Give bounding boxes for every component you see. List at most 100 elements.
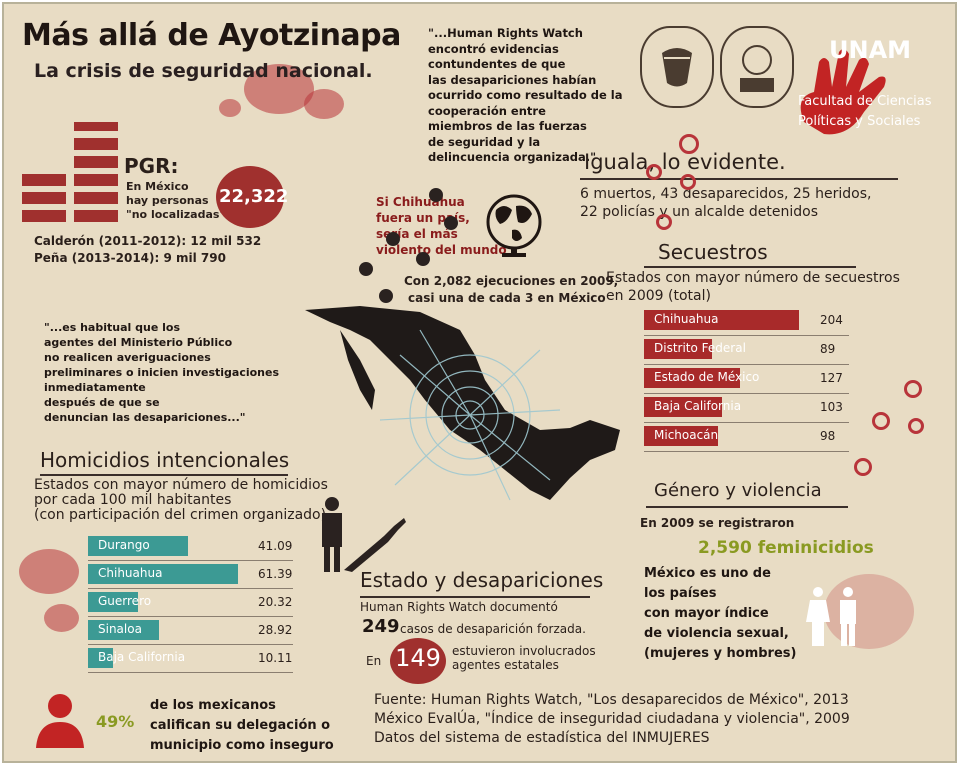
- homicidios-label: Baja California: [98, 650, 186, 664]
- secuestros-label: Estado de México: [654, 370, 760, 384]
- secuestros-value: 204: [820, 313, 843, 327]
- bullet-hole-icon: [444, 216, 458, 230]
- pgr-calderon: Calderón (2011-2012): 12 mil 532: [34, 234, 262, 248]
- ejecuciones-text: Con 2,082 ejecuciones en 2009, casi una …: [404, 274, 619, 305]
- divider: [646, 506, 848, 508]
- blood-splat: [824, 574, 914, 649]
- divider: [644, 266, 856, 268]
- target-icon: [854, 458, 872, 476]
- man-woman-icon: [806, 587, 856, 646]
- state-count-circle: [390, 638, 446, 684]
- desapariciones-heading: Estado y desapariciones: [360, 568, 604, 592]
- bar-block: [74, 138, 118, 150]
- pgr-heading: PGR:: [124, 154, 179, 178]
- page-title: Más allá de Ayotzinapa: [22, 18, 401, 53]
- bar-block: [74, 192, 118, 204]
- fcpys-seal-icon: [720, 26, 794, 108]
- genero-statement: México es uno de los países con mayor ín…: [644, 566, 797, 661]
- secuestros-value: 103: [820, 400, 843, 414]
- red-hand-icon: [800, 48, 886, 135]
- bar-block: [74, 122, 118, 131]
- secuestros-bar: [644, 339, 712, 359]
- secuestros-bar: [644, 397, 722, 417]
- target-icon: [680, 174, 696, 190]
- target-icon: [872, 412, 890, 430]
- homicidios-row-line: [88, 560, 293, 561]
- secuestros-bar: [644, 368, 740, 388]
- sources: Fuente: Human Rights Watch, "Los desapar…: [374, 692, 850, 746]
- bar-block: [22, 192, 66, 204]
- homicidios-bar: [88, 564, 238, 584]
- target-icon: [679, 134, 699, 154]
- secuestros-row-line: [644, 393, 849, 394]
- secuestros-value: 127: [820, 371, 843, 385]
- divider: [40, 474, 288, 476]
- homicidios-row-line: [88, 588, 293, 589]
- state-count: 149: [395, 644, 441, 672]
- bullet-hole-icon: [379, 289, 393, 303]
- homicidios-bar: [88, 648, 113, 668]
- secuestros-sub1: Estados con mayor número de secuestros: [606, 270, 900, 286]
- blood-splat: [219, 99, 241, 117]
- mp-quote: "...es habitual que los agentes del Mini…: [44, 321, 280, 424]
- secuestros-label: Distrito Federal: [654, 341, 746, 355]
- homicidios-value: 28.92: [258, 623, 293, 637]
- blood-splat: [244, 64, 314, 114]
- person-fallen-icon: [322, 497, 406, 572]
- homicidios-row-line: [88, 644, 293, 645]
- bullet-hole-icon: [386, 232, 400, 246]
- target-icon: [646, 164, 662, 180]
- homicidios-bar: [88, 592, 138, 612]
- bar-block: [22, 174, 66, 186]
- target-icon: [908, 418, 924, 434]
- secuestros-chart: Chihuahua 204 Distrito Federal 89 Estado de …: [644, 308, 854, 454]
- bar-block: [74, 156, 118, 168]
- homicidios-label: Durango: [98, 538, 150, 552]
- secuestros-row-line: [644, 364, 849, 365]
- desapariciones-line1: Human Rights Watch documentó: [360, 600, 558, 614]
- homicidios-value: 41.09: [258, 539, 293, 553]
- page-subtitle: La crisis de seguridad nacional.: [34, 60, 373, 82]
- bar-block: [22, 210, 66, 222]
- secuestros-row-line: [644, 335, 849, 336]
- homicidios-chart: Durango 41.09 Chihuahua 61.39 Guerrero 20.32 S…: [88, 534, 298, 674]
- desapariciones-count-text: casos de desaparición forzada.: [400, 622, 586, 636]
- homicidios-value: 61.39: [258, 567, 293, 581]
- bar-block: [74, 174, 118, 186]
- secuestros-label: Michoacán: [654, 428, 719, 442]
- secuestros-sub2: en 2009 (total): [606, 288, 711, 304]
- homicidios-value: 20.32: [258, 595, 293, 609]
- divider: [360, 596, 590, 598]
- homicidios-label: Guerrero: [98, 594, 152, 608]
- iguala-heading: Iguala, lo evidente.: [584, 150, 786, 174]
- target-icon: [656, 214, 672, 230]
- secuestros-heading: Secuestros: [658, 240, 768, 264]
- faculty-name: Facultad de Ciencias Políticas y Sociale…: [798, 94, 932, 129]
- person-icon: [36, 694, 84, 748]
- bar-block: [74, 210, 118, 222]
- unam-seal-icon: [640, 26, 714, 108]
- desapariciones-en: En: [366, 654, 382, 668]
- homicidios-label: Sinaloa: [98, 622, 142, 636]
- homicidios-row-line: [88, 616, 293, 617]
- mexico-map-icon: [305, 306, 620, 501]
- secuestros-bar: [644, 426, 718, 446]
- blood-splat: [44, 604, 79, 632]
- secuestros-row-line: [644, 422, 849, 423]
- divider: [580, 178, 898, 180]
- secuestros-value: 98: [820, 429, 836, 443]
- genero-line1: En 2009 se registraron: [640, 516, 795, 530]
- hrw-quote: "...Human Rights Watch encontró evidenci…: [428, 26, 623, 164]
- bullet-hole-icon: [359, 262, 373, 276]
- homicidios-bar: [88, 536, 188, 556]
- secuestros-value: 89: [820, 342, 836, 356]
- inseguro-text: de los mexicanos califican su delegación…: [150, 698, 334, 753]
- homicidios-value: 10.11: [258, 651, 293, 665]
- iguala-line2: 22 policías y un alcalde detenidos: [580, 204, 819, 220]
- globe-icon: [486, 194, 542, 257]
- feminicidios: 2,590 feminicidios: [698, 538, 874, 558]
- iguala-line1: 6 muertos, 43 desaparecidos, 25 heridos,: [580, 186, 872, 202]
- homicidios-heading: Homicidios intencionales: [40, 448, 290, 472]
- secuestros-bar: [644, 310, 799, 330]
